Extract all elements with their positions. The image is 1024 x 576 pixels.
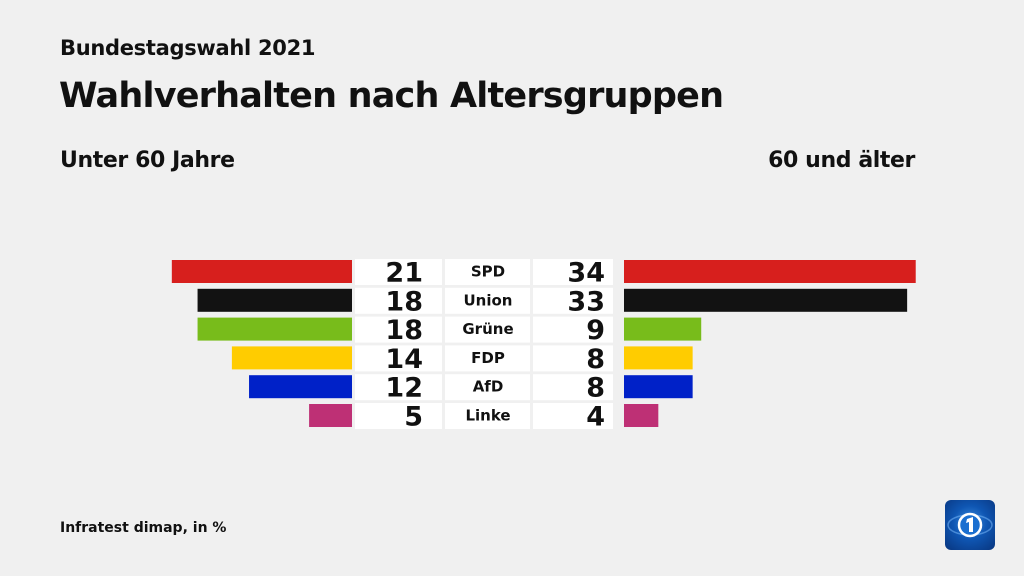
series-label-right: 60 und älter	[768, 148, 915, 173]
bar-left-Grüne	[197, 317, 352, 341]
series-label-left: Unter 60 Jahre	[60, 148, 235, 173]
value-cell-left	[355, 403, 442, 429]
value-cell-left	[355, 374, 442, 401]
ard-logo-icon	[945, 500, 995, 550]
bar-left-FDP	[231, 346, 352, 370]
bar-right-Linke	[624, 404, 659, 427]
value-label-right: 34	[567, 258, 605, 289]
value-label-left: 12	[385, 373, 423, 404]
value-cell-right	[533, 259, 613, 285]
category-label: AfD	[473, 378, 504, 396]
value-label-right: 9	[586, 315, 605, 346]
category-label: Union	[464, 291, 513, 309]
value-label-right: 8	[586, 344, 605, 375]
value-label-left: 5	[404, 402, 423, 433]
bar-left-SPD	[171, 260, 352, 283]
value-label-left: 18	[385, 315, 423, 346]
bar-right-FDP	[624, 346, 693, 370]
value-label-left: 21	[385, 258, 423, 289]
value-cell-right	[533, 287, 613, 314]
category-cell	[445, 316, 530, 343]
bar-right-Grüne	[624, 317, 702, 341]
value-cell-right	[533, 403, 613, 429]
value-cell-right	[533, 316, 613, 343]
value-cell-left	[355, 316, 442, 343]
category-cell	[445, 374, 530, 401]
supertitle: Bundestagswahl 2021	[60, 36, 316, 60]
bar-right-Union	[624, 288, 908, 312]
bar-right-AfD	[624, 375, 693, 399]
category-cell	[445, 259, 530, 285]
value-cell-left	[355, 287, 442, 314]
category-cell	[445, 287, 530, 314]
bar-left-Union	[197, 288, 352, 312]
value-cell-left	[355, 345, 442, 372]
value-cell-right	[533, 345, 613, 372]
bar-left-Linke	[309, 404, 352, 427]
value-label-left: 14	[385, 344, 423, 375]
chart-title: Wahlverhalten nach Altersgruppen	[59, 76, 724, 116]
value-label-right: 33	[567, 286, 605, 317]
value-cell-right	[533, 374, 613, 401]
bar-right-SPD	[624, 260, 916, 283]
value-cell-left	[355, 259, 442, 285]
bar-left-AfD	[249, 375, 352, 399]
value-label-left: 18	[385, 286, 423, 317]
category-label: SPD	[471, 263, 505, 281]
category-cell	[445, 403, 530, 429]
category-cell	[445, 345, 530, 372]
value-label-right: 4	[586, 402, 605, 433]
category-label: Grüne	[462, 320, 513, 338]
category-label: FDP	[471, 349, 505, 367]
source-note: Infratest dimap, in %	[60, 520, 227, 536]
category-label: Linke	[465, 407, 510, 425]
value-label-right: 8	[586, 373, 605, 404]
